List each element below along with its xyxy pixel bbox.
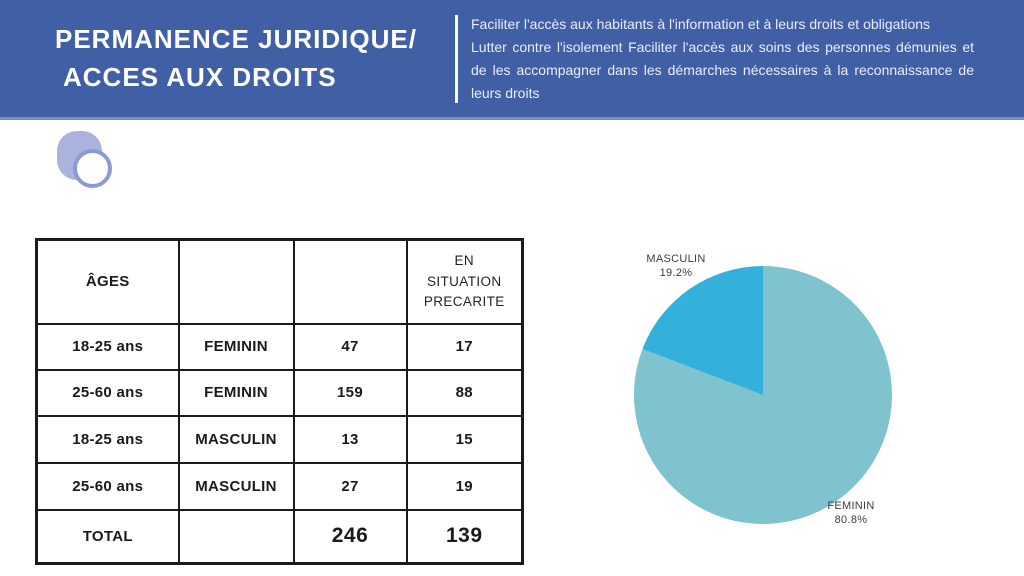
table-cell-count: 159 [292, 368, 408, 417]
table-total-precarite: 139 [405, 508, 524, 565]
table-cell-gender: FEMININ [177, 322, 295, 371]
pie-label-feminin-name: FEMININ [827, 500, 875, 512]
table-cell-precarite: 88 [405, 368, 524, 417]
title-line-1: PERMANENCE JURIDIQUE/ [55, 24, 417, 54]
pie-label-masculin-value: 19.2% [659, 266, 693, 279]
table-cell-precarite: 17 [405, 322, 524, 371]
table-cell-age: 25-60 ans [35, 368, 180, 417]
title-line-2: ACCES AUX DROITS [63, 62, 337, 92]
table-header-row: ÂGES EN SITUATION PRECARITE [35, 238, 524, 325]
header-divider [455, 15, 458, 103]
table-header-precarite-label: EN SITUATION PRECARITE [423, 253, 505, 309]
table-row: 18-25 ans MASCULIN 13 15 [35, 414, 524, 464]
table-cell-gender: MASCULIN [177, 414, 295, 464]
pie-label-feminin: FEMININ 80.8% [791, 500, 911, 527]
table-cell-count: 27 [292, 461, 408, 511]
header-description-line-2: Lutter contre l'isolement Faciliter l'ac… [471, 39, 974, 101]
table-row: 18-25 ans FEMININ 47 17 [35, 322, 524, 371]
table-total-label: TOTAL [35, 508, 180, 565]
table-header-ages: ÂGES [35, 238, 180, 325]
table-total-count: 246 [292, 508, 408, 565]
table-total-row: TOTAL 246 139 [35, 508, 524, 565]
decorative-ring-shape [73, 149, 112, 188]
table-cell-age: 18-25 ans [35, 414, 180, 464]
header-description-line-1: Faciliter l'accès aux habitants à l'info… [471, 16, 931, 32]
pie-slice-feminin [633, 266, 892, 524]
table-row: 25-60 ans MASCULIN 27 19 [35, 461, 524, 511]
table-header-precarite: EN SITUATION PRECARITE [405, 238, 524, 325]
table-cell-age: 25-60 ans [35, 461, 180, 511]
pie-chart [633, 265, 893, 525]
pie-label-masculin: MASCULIN 19.2% [616, 253, 736, 280]
statistics-table: ÂGES EN SITUATION PRECARITE 18-25 ans FE… [35, 238, 524, 565]
table-cell-count: 47 [292, 322, 408, 371]
pie-label-feminin-value: 80.8% [834, 513, 868, 526]
pie-label-masculin-name: MASCULIN [646, 253, 706, 265]
page-title: PERMANENCE JURIDIQUE/ ACCES AUX DROITS [55, 20, 417, 96]
table-row: 25-60 ans FEMININ 159 88 [35, 368, 524, 417]
table-total-empty [177, 508, 295, 565]
pie-slice-masculin [642, 266, 763, 395]
table-cell-count: 13 [292, 414, 408, 464]
table-cell-age: 18-25 ans [35, 322, 180, 371]
table-cell-gender: FEMININ [177, 368, 295, 417]
table-cell-precarite: 19 [405, 461, 524, 511]
table-cell-gender: MASCULIN [177, 461, 295, 511]
pie-chart-svg [633, 266, 892, 524]
header-banner: PERMANENCE JURIDIQUE/ ACCES AUX DROITS F… [0, 0, 1024, 120]
table-header-empty-2 [292, 238, 408, 325]
header-description: Faciliter l'accès aux habitants à l'info… [471, 13, 974, 105]
table-cell-precarite: 15 [405, 414, 524, 464]
table-header-empty-1 [177, 238, 295, 325]
